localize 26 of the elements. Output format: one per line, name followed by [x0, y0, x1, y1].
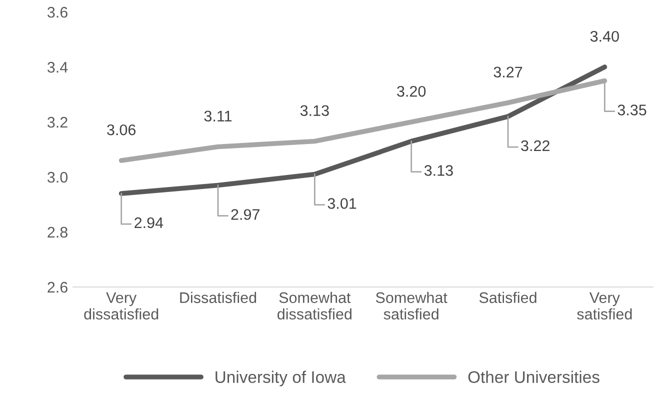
- x-tick-label: Somewhat dissatisfied: [278, 292, 352, 320]
- y-tick-label: 3.4: [47, 62, 68, 73]
- y-tick-label: 3.6: [47, 6, 68, 18]
- data-label: 3.27: [494, 66, 522, 78]
- data-label: 3.13: [424, 165, 453, 176]
- x-tick-label: Very satisfied: [577, 292, 632, 320]
- data-label: 3.01: [328, 198, 356, 209]
- data-label: 3.11: [204, 110, 232, 122]
- data-label: 3.35: [618, 104, 646, 116]
- data-label: 3.22: [521, 140, 550, 152]
- legend-label: Other Universities: [468, 370, 600, 383]
- y-tick-label: 3.2: [47, 116, 68, 128]
- y-tick-label: 2.6: [48, 282, 68, 293]
- x-tick-label: Dissatisfied: [180, 292, 256, 304]
- y-tick-label: 3.0: [47, 172, 68, 183]
- x-tick-label: Somewhat satisfied: [376, 292, 448, 320]
- x-tick-label: Satisfied: [479, 292, 536, 304]
- data-label: 2.94: [134, 217, 164, 228]
- data-label: 3.06: [107, 124, 136, 136]
- data-label: 3.20: [397, 86, 426, 97]
- y-tick-label: 2.8: [48, 226, 68, 238]
- data-label: 2.97: [231, 209, 260, 220]
- x-tick-label: Very dissatisfied: [84, 292, 158, 320]
- legend-label: University of Iowa: [216, 370, 346, 386]
- data-label: 3.13: [300, 105, 329, 116]
- data-label: 3.40: [590, 30, 619, 42]
